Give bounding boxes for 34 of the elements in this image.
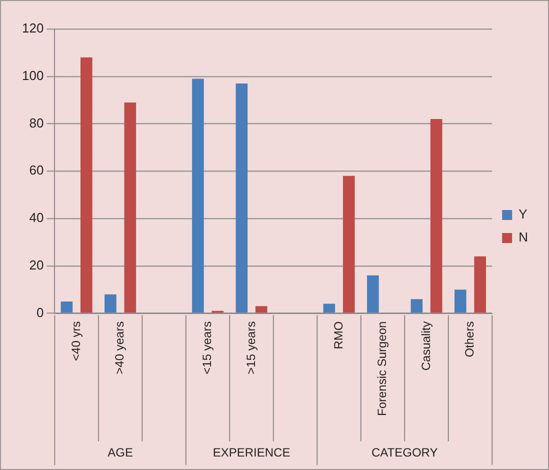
bar — [342, 176, 355, 313]
y-tick-label: 60 — [29, 162, 44, 178]
text: CATEGORY — [372, 445, 438, 460]
y-tick-label: 40 — [29, 210, 44, 226]
x-tick-label: >15 years — [244, 321, 258, 374]
bar — [80, 57, 92, 313]
y-tick-label: 20 — [29, 257, 44, 272]
bar — [255, 306, 268, 313]
text: EXPERIENCE — [212, 445, 290, 460]
y-tick-label: 80 — [29, 115, 44, 130]
text: AGE — [108, 445, 133, 460]
x-tick-label: Forensic Surgeon — [375, 321, 390, 416]
bar — [367, 275, 379, 313]
y-tick-label: 0 — [36, 304, 44, 320]
x-tick-label: Casuality — [418, 321, 433, 371]
bar — [104, 294, 116, 313]
bar — [60, 301, 73, 313]
y-tick-label: 120 — [22, 20, 44, 36]
x-tick-label: Others — [462, 321, 477, 358]
bar — [192, 78, 204, 313]
bar — [410, 299, 423, 313]
x-tick-label: <15 years — [200, 321, 214, 374]
y-tick-label: 100 — [22, 68, 44, 83]
bar — [236, 83, 248, 313]
bar — [430, 119, 442, 313]
x-tick-label: <40 yrs — [68, 321, 83, 361]
x-tick-label: RMO — [331, 321, 346, 350]
bar — [323, 304, 336, 313]
bar — [124, 102, 136, 313]
bar — [454, 290, 466, 313]
x-tick-label: >40 years — [112, 321, 127, 374]
bar — [474, 256, 486, 313]
legend-label: N — [518, 230, 528, 245]
legend-label: Y — [518, 206, 528, 222]
